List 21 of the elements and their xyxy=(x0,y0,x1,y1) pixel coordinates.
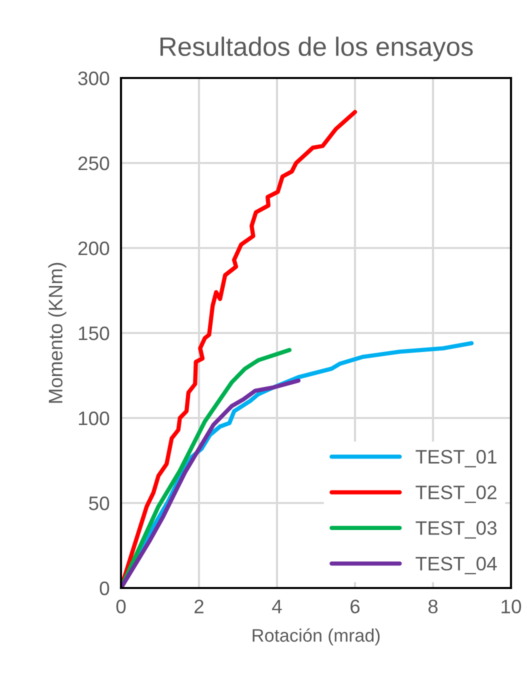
y-tick-label: 0 xyxy=(100,581,110,596)
line-series xyxy=(121,378,301,588)
y-tick-label: 200 xyxy=(78,241,110,256)
y-axis-title: Momento (KNm) xyxy=(48,262,66,403)
y-tick-label: 250 xyxy=(78,156,110,170)
legend-label: TEST_04 xyxy=(416,556,497,574)
x-tick-label: 4 xyxy=(272,600,282,614)
y-tick-label: 300 xyxy=(78,71,110,86)
y-tick-label: 50 xyxy=(89,496,110,510)
y-tick-label: 150 xyxy=(78,326,110,340)
x-tick-label: 2 xyxy=(194,600,204,614)
chart-title: Resultados de los ensayos xyxy=(160,36,473,62)
x-tick-label: 8 xyxy=(428,600,438,614)
x-tick-label: 6 xyxy=(350,600,360,614)
y-tick-label: 100 xyxy=(78,411,110,426)
legend-label: TEST_02 xyxy=(416,486,496,503)
legend-label: TEST_03 xyxy=(416,521,497,539)
x-tick-label: 10 xyxy=(502,600,522,614)
x-tick-label: 0 xyxy=(116,600,126,614)
legend-label: TEST_01 xyxy=(416,450,496,468)
x-axis-title: Rotación (mrad) xyxy=(252,628,380,646)
